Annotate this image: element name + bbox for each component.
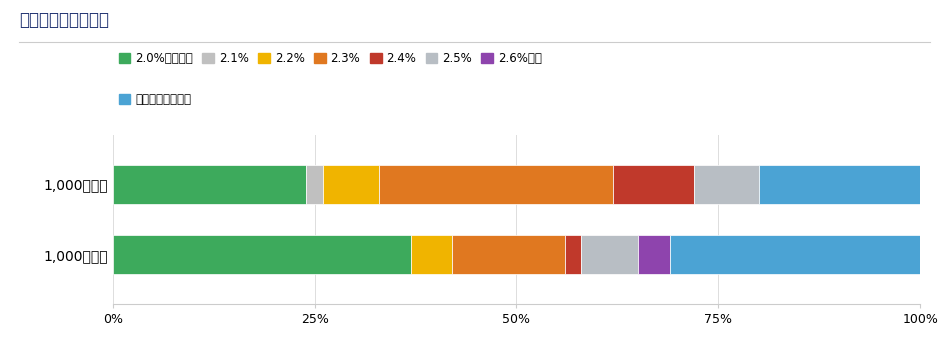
Text: 企業規模による比較: 企業規模による比較	[19, 11, 109, 29]
Bar	[613, 165, 694, 204]
Bar	[306, 165, 323, 204]
Bar	[670, 235, 920, 274]
Bar	[759, 165, 920, 204]
Bar	[581, 235, 638, 274]
Bar	[323, 165, 379, 204]
Bar	[565, 235, 581, 274]
Bar	[452, 235, 565, 274]
Bar	[694, 165, 759, 204]
Bar	[638, 235, 670, 274]
Bar	[113, 165, 306, 204]
Bar	[411, 235, 452, 274]
Legend: 特に定めていない: 特に定めていない	[118, 93, 192, 106]
Bar	[379, 165, 613, 204]
Bar	[113, 235, 411, 274]
